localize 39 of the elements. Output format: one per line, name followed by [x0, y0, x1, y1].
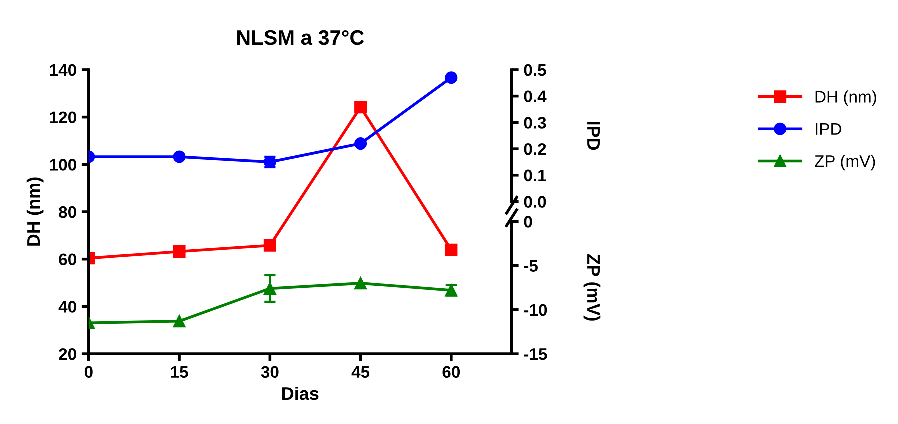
x-tick-label: 30 — [261, 366, 279, 378]
y-tick-label: 100 — [50, 159, 76, 171]
y-tick-label: 40 — [58, 301, 76, 313]
x-tick-label: 15 — [171, 366, 188, 378]
y-tick-label: 140 — [50, 64, 76, 76]
y3-tick-label: -10 — [524, 304, 548, 316]
y3-tick-label: 0 — [524, 216, 532, 228]
point — [264, 239, 276, 252]
legend-label: DH (nm) — [816, 90, 876, 106]
x-tick-label: 0 — [84, 366, 93, 378]
x-tick-label: 60 — [442, 366, 460, 378]
y-axis-title: DH (nm) — [26, 178, 44, 246]
x-tick-label: 45 — [352, 366, 370, 378]
y-tick-label: 120 — [50, 112, 76, 124]
point — [354, 138, 368, 150]
y3-tick-label: -15 — [524, 348, 548, 360]
point — [173, 246, 186, 258]
point — [354, 277, 368, 290]
y2-tick-label: 0.0 — [524, 196, 546, 208]
y2-tick-label: 0.3 — [524, 117, 546, 129]
y2-tick-label: 0.5 — [524, 64, 546, 76]
y3-axis-title: ZP (mV) — [584, 254, 601, 321]
legend-label: ZP (mV) — [815, 155, 876, 171]
point — [173, 150, 186, 164]
chart-title: NLSM a 37°C — [237, 30, 364, 46]
y2-axis-title: IPD — [588, 122, 600, 150]
y2-tick-label: 0.4 — [524, 90, 547, 103]
point — [354, 101, 368, 114]
x-axis-title: Dias — [282, 386, 319, 400]
y2-tick-label: 0.2 — [524, 143, 546, 156]
y-tick-label: 80 — [59, 206, 76, 218]
y3-tick-label: -5 — [524, 260, 538, 272]
y-tick-label: 60 — [59, 254, 76, 266]
point — [445, 244, 458, 256]
y2-tick-label: 0.1 — [524, 170, 546, 182]
point — [173, 315, 186, 328]
legend-label: IPD — [816, 123, 842, 135]
y-tick-label: 20 — [59, 348, 76, 360]
point — [445, 72, 458, 84]
